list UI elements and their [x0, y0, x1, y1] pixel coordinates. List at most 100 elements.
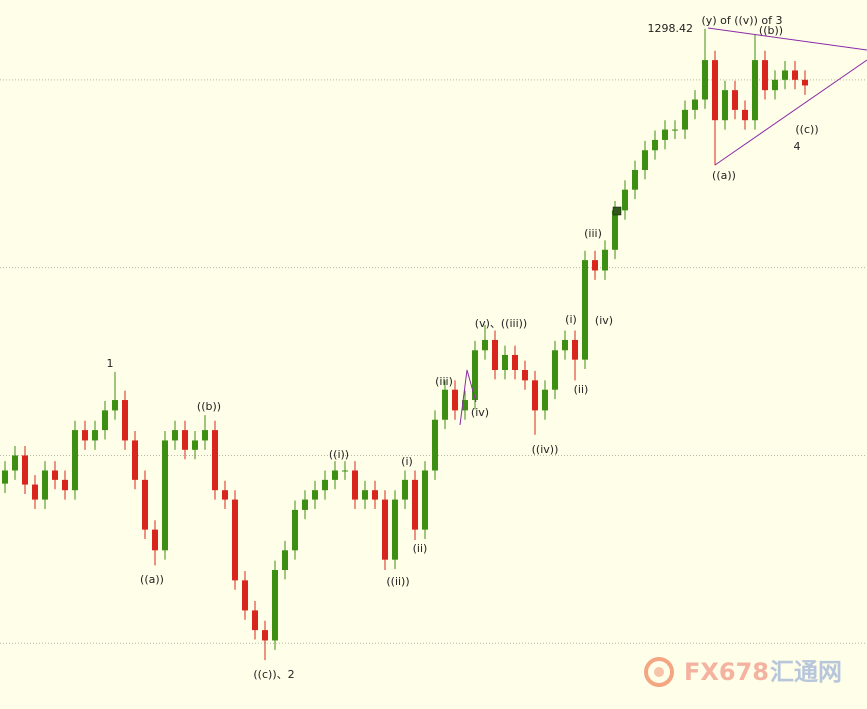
candle-body — [332, 470, 338, 480]
candle-body — [252, 610, 258, 631]
candle-body — [422, 470, 428, 530]
candle-body — [192, 440, 198, 450]
candle-body — [582, 260, 588, 360]
candle-body — [72, 430, 78, 491]
candle-body — [522, 369, 528, 381]
candle-body — [282, 550, 288, 571]
candle-body — [542, 389, 548, 411]
candle-body — [752, 60, 758, 121]
candle-body — [442, 389, 448, 420]
candle-body — [262, 630, 268, 641]
trend-line — [714, 59, 867, 166]
candle-body — [432, 419, 438, 471]
candle-body — [172, 430, 178, 441]
candle-body — [362, 490, 368, 500]
candle-body — [512, 354, 518, 370]
wave-label: ((a)) — [712, 169, 736, 182]
wave-label: 4 — [794, 140, 801, 153]
candle-body — [692, 99, 698, 110]
candle-body — [352, 470, 358, 500]
candle-body — [312, 490, 318, 500]
wave-label: (iii) — [435, 375, 453, 388]
watermark-brand: FX678 — [684, 658, 769, 686]
candle-body — [702, 60, 708, 100]
candle-body — [122, 400, 128, 441]
wave-label: ((b)) — [759, 24, 783, 37]
candle-body — [622, 189, 628, 211]
wave-label: (v)、((iii)) — [475, 317, 527, 330]
candle-body — [302, 499, 308, 510]
wave-label: (i) — [565, 313, 577, 326]
wave-label: (y) of ((v)) of 3 — [702, 14, 783, 27]
candle-body — [712, 60, 718, 121]
wave-label: (i) — [401, 455, 413, 468]
candle-body — [62, 479, 68, 491]
candle-body — [212, 430, 218, 491]
watermark-logo — [654, 667, 664, 677]
candle-body — [202, 430, 208, 441]
candle-body — [612, 210, 618, 250]
candle-body — [482, 339, 488, 351]
candle-body — [292, 509, 298, 551]
wave-label: ((c))、2 — [253, 668, 294, 681]
candle-body — [82, 430, 88, 441]
candle-body — [142, 479, 148, 530]
candle-body — [242, 580, 248, 611]
candle-body — [222, 490, 228, 500]
candle-body — [2, 470, 8, 484]
trend-line — [707, 27, 867, 51]
candle-body — [602, 249, 608, 271]
candle-body — [572, 339, 578, 360]
candle-body — [742, 109, 748, 121]
wave-label: ((b)) — [197, 400, 221, 413]
watermark-name: 汇通网 — [770, 658, 842, 686]
candle-body — [722, 90, 728, 121]
triangle-line — [459, 369, 477, 426]
candle-body — [232, 499, 238, 581]
candle-body — [392, 499, 398, 560]
candle-body — [502, 354, 508, 370]
candle-body — [382, 499, 388, 560]
candle-body — [182, 430, 188, 450]
candle-body — [682, 109, 688, 130]
candle-body — [412, 479, 418, 530]
candle-body — [772, 79, 778, 91]
wave-label: ((c)) — [795, 123, 818, 136]
candle-body — [102, 410, 108, 431]
candle-body — [32, 484, 38, 500]
candle-body — [762, 60, 768, 91]
candle-body — [802, 79, 808, 86]
candle-body — [592, 260, 598, 271]
candle-body — [22, 455, 28, 485]
watermark: FX678 汇通网 — [644, 657, 842, 687]
wave-label: (iv) — [471, 406, 489, 419]
candle-body — [532, 380, 538, 411]
candle-body — [662, 129, 668, 140]
wave-label: (iii) — [584, 227, 602, 240]
candle-body — [52, 470, 58, 480]
candle-body — [162, 440, 168, 551]
candle-body — [562, 339, 568, 351]
candle-body — [652, 139, 658, 151]
candle-body — [402, 479, 408, 500]
wave-label: (ii) — [574, 383, 589, 396]
candle-body — [272, 570, 278, 641]
candle-body — [632, 169, 638, 190]
marker — [612, 206, 622, 216]
wave-label: ((iv)) — [532, 443, 559, 456]
candle-body — [732, 90, 738, 110]
wave-label: (ii) — [413, 542, 428, 555]
candle-body — [152, 529, 158, 551]
price-label: 1298.42 — [648, 22, 694, 35]
candle-body — [342, 470, 348, 472]
wave-label: ((i)) — [329, 448, 349, 461]
candle-body — [782, 70, 788, 80]
candle-body — [472, 350, 478, 401]
watermark-logo — [644, 657, 674, 687]
pattern-lines — [459, 27, 867, 426]
candle-body — [492, 339, 498, 370]
candle-body — [552, 350, 558, 390]
candle-body — [642, 150, 648, 170]
candle-body — [132, 440, 138, 480]
